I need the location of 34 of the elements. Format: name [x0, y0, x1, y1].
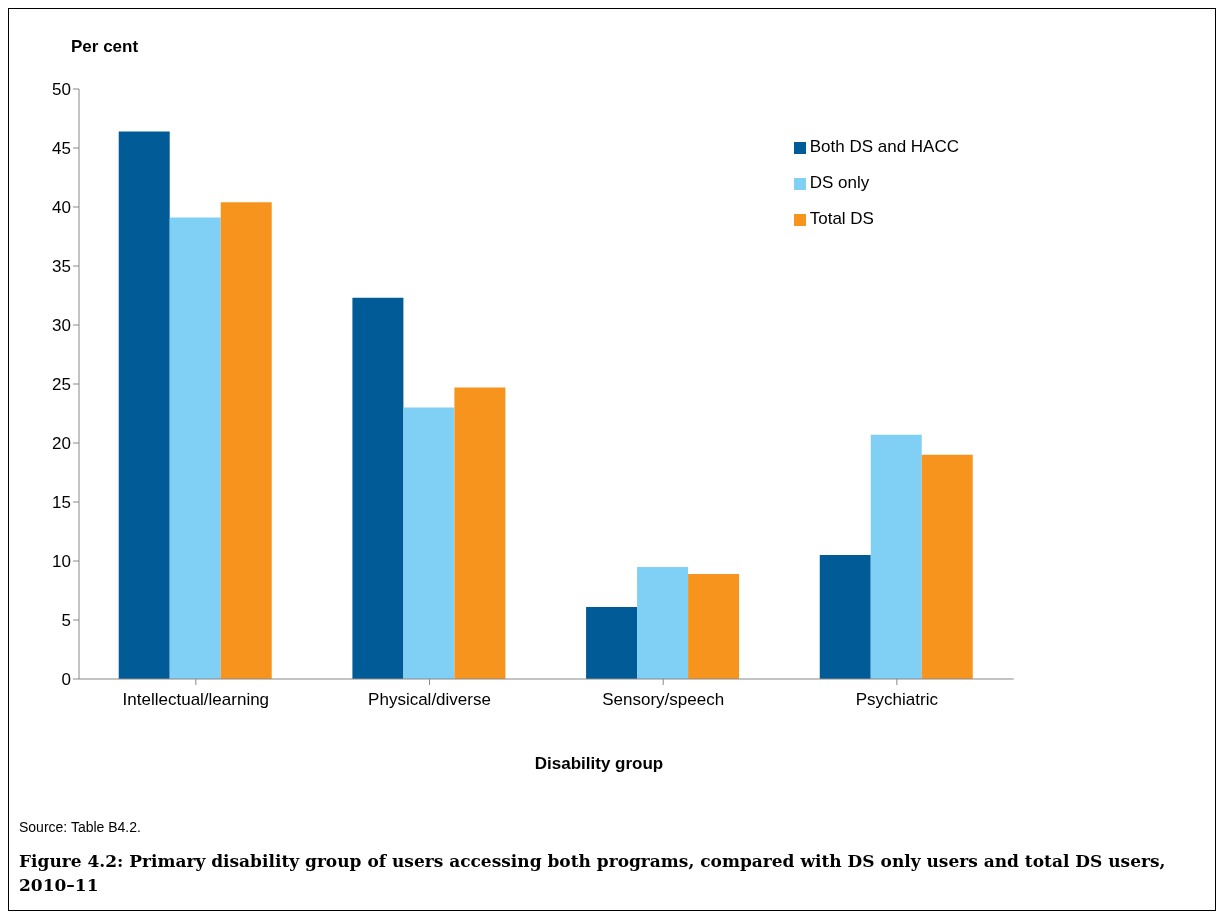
y-tick-label: 50: [52, 80, 71, 100]
y-tick-label: 45: [52, 139, 71, 159]
source-note: Source: Table B4.2.: [19, 819, 141, 835]
bar: [921, 454, 973, 679]
bar: [352, 297, 404, 679]
y-tick-label: 35: [52, 257, 71, 277]
x-tick-label: Intellectual/learning: [122, 690, 270, 710]
y-tick-label: 5: [61, 611, 71, 631]
bar: [819, 555, 871, 679]
y-axis-title: Per cent: [71, 37, 139, 57]
x-tick-label: Sensory/speech: [602, 690, 725, 710]
y-tick-label: 10: [52, 552, 71, 572]
y-tick-label: 30: [52, 316, 71, 336]
legend-label: Both DS and HACC: [809, 137, 959, 156]
bar: [586, 607, 638, 679]
bar: [688, 573, 740, 679]
bar: [169, 217, 221, 679]
y-tick-label: 20: [52, 434, 71, 454]
bar: [403, 407, 455, 679]
y-tick-label: 0: [61, 670, 71, 690]
bar: [454, 387, 506, 679]
x-tick-label: Physical/diverse: [368, 690, 491, 710]
text: Figure 4.2: Primary disability group of users accessing both programs, compared with DS only users and total DS users, 2010–11: [19, 850, 1167, 897]
x-tick-label: Psychiatric: [855, 690, 939, 710]
bar: [118, 131, 170, 679]
x-axis-title: Disability group: [533, 754, 665, 774]
legend-label: Total DS: [809, 209, 874, 228]
bar: [220, 202, 272, 679]
y-tick-label: 15: [52, 493, 71, 513]
bar: [870, 434, 922, 679]
y-tick-label: 40: [52, 198, 71, 218]
legend-label: DS only: [809, 173, 870, 192]
bar: [637, 566, 689, 679]
y-tick-label: 25: [52, 375, 71, 395]
